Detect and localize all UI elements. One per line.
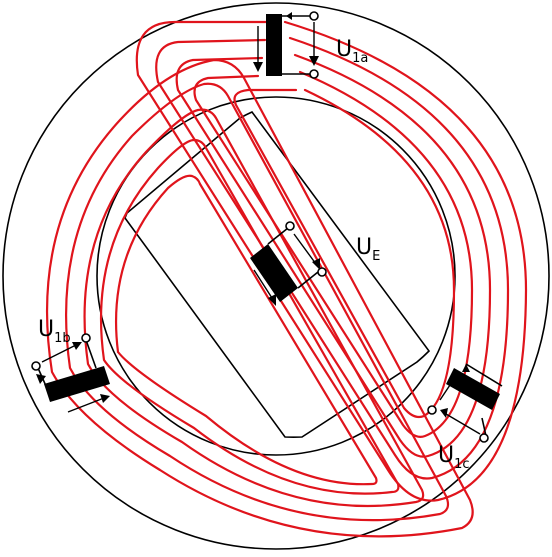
coil-u1c-current-arrowhead	[462, 364, 470, 372]
coil-u1a-voltage-arrowhead	[309, 56, 319, 66]
coil-u1c-voltage-line	[445, 413, 481, 435]
label-u1b: U1b	[38, 317, 71, 346]
stator-winding	[46, 20, 528, 538]
coil-ue-terminal-bottom	[317, 267, 327, 277]
coil-u1c-terminal-right	[479, 433, 489, 443]
coil-u1a-entry-arrowhead	[286, 12, 292, 20]
label-u1a: U1a	[336, 37, 368, 66]
stator-outer-circle	[2, 2, 550, 550]
coil-u1b-voltage-arrowhead	[72, 342, 82, 350]
coil-u1c-core	[446, 368, 500, 410]
coil-u1a-core	[266, 14, 282, 76]
stator-winding-turn-3	[175, 53, 492, 458]
coil-u1c-voltage-arrowhead	[440, 408, 448, 418]
coil-ue-current-line	[253, 269, 273, 299]
coil-u1c-terminal-left	[427, 405, 437, 415]
coil-u1a-terminal-top	[309, 11, 319, 21]
coil-u1a-current-arrowhead	[253, 62, 263, 72]
coil-u1b-current-arrowhead-lower	[100, 394, 110, 403]
stator-bore-circle	[96, 96, 456, 456]
coil-u1c-wire-top	[465, 363, 503, 387]
coil-ue-voltage-arrowhead	[312, 258, 320, 270]
rotor-body	[124, 111, 431, 439]
stator-winding-turn-6	[46, 58, 474, 538]
coil-u1b-core	[44, 366, 110, 402]
coil-ue	[250, 221, 327, 306]
stator-winding-turn-9	[99, 138, 400, 495]
coil-u1a	[253, 11, 319, 79]
coil-u1b-voltage-line	[41, 343, 79, 363]
label-ue: UE	[356, 235, 380, 264]
coil-u1c-wire-bottom	[481, 417, 487, 437]
stator-winding-turn-1	[135, 20, 528, 502]
stator-winding-turn-4	[193, 70, 474, 438]
coil-ue-wire-bottom	[297, 271, 319, 289]
coil-ue-terminal-top	[285, 221, 295, 231]
coil-u1b-current-arrowhead-upper	[36, 374, 46, 384]
stator-winding-turn-8	[83, 108, 425, 508]
coil-u1b-current-line-lower	[67, 397, 105, 413]
coil-u1a-terminal-bottom	[309, 69, 319, 79]
coil-u1c-current-line	[439, 375, 457, 401]
coil-u1b	[31, 333, 110, 413]
stator-winding-turn-5	[233, 88, 456, 419]
stator-winding-turn-7	[65, 82, 450, 522]
coil-ue-voltage-line	[293, 233, 317, 265]
coil-u1b-wire-right	[85, 339, 97, 369]
coil-ue-wire-top	[267, 227, 289, 245]
label-u1c: U1c	[438, 443, 470, 472]
stator-winding-turn-10	[114, 174, 378, 486]
coil-ue-core	[250, 244, 298, 302]
coil-u1b-terminal-left	[31, 361, 41, 371]
coil-u1b-terminal-right	[81, 333, 91, 343]
coil-ue-current-arrowhead	[268, 294, 276, 306]
coil-u1c	[427, 363, 503, 443]
stator-winding-turn-2	[155, 36, 510, 480]
